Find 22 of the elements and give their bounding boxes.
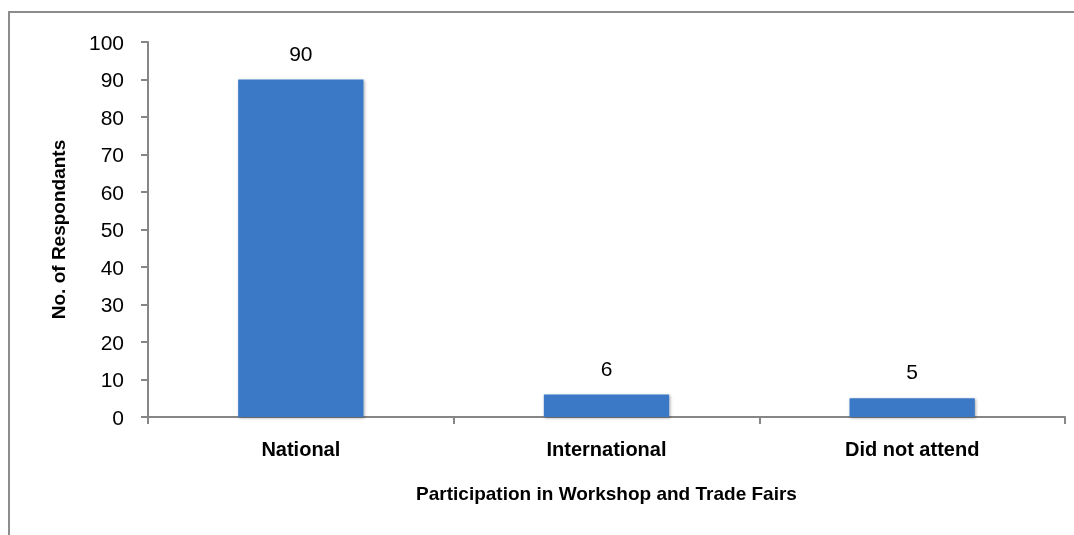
data-label: 5 <box>906 360 919 384</box>
y-tick-label: 20 <box>100 330 124 354</box>
bar <box>543 394 670 417</box>
y-tick-label: 80 <box>100 105 124 129</box>
data-label: 90 <box>289 41 313 65</box>
y-tick-label: 100 <box>88 30 124 54</box>
y-tick-label: 50 <box>100 218 124 241</box>
x-tick-label: International <box>546 438 667 460</box>
y-tick-label: 30 <box>100 293 124 316</box>
y-axis-title: No. of Respondants <box>48 139 69 320</box>
y-tick-label: 0 <box>112 405 124 429</box>
y-tick-label: 90 <box>100 68 124 91</box>
y-tick-label: 60 <box>100 180 124 204</box>
y-tick-label: 70 <box>100 143 124 166</box>
y-tick-label: 10 <box>100 368 124 391</box>
x-axis-title: Participation in Workshop and Trade Fairs <box>416 483 797 504</box>
data-label: 6 <box>600 356 613 380</box>
y-tick-label: 40 <box>100 255 124 279</box>
x-tick-label: Did not attend <box>844 438 980 460</box>
bar <box>238 79 364 417</box>
x-tick-label: National <box>261 438 341 460</box>
bar <box>849 398 975 417</box>
